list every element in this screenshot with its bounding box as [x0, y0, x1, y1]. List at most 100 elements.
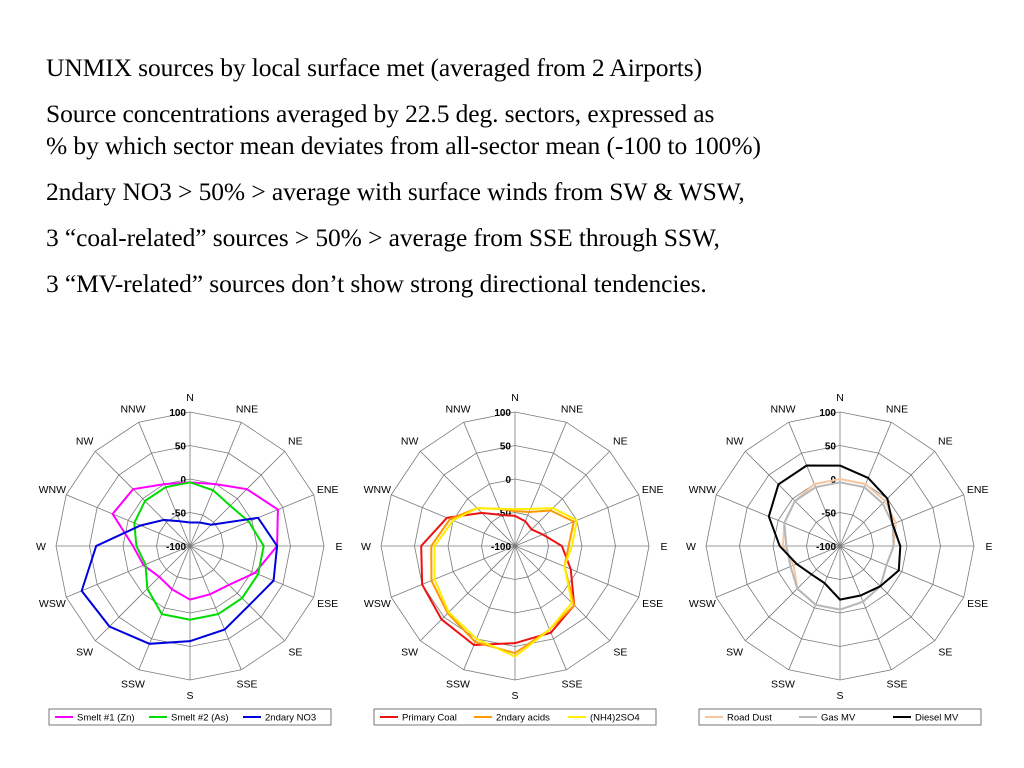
series-line: [783, 481, 895, 611]
radar-svg: N NNE NE ENE E ESE SE SSE S SSW SW WSW W WNW NW NNW 100 5…: [361, 392, 668, 726]
tick-label: 100: [169, 408, 186, 419]
series-line: [433, 507, 579, 658]
legend-box: [48, 708, 332, 726]
direction-label: SW: [76, 646, 93, 658]
legend-label: Smelt #1 (Zn): [77, 713, 135, 724]
direction-label: ENE: [317, 484, 339, 496]
series-line: [767, 464, 902, 601]
direction-label: NW: [726, 436, 744, 448]
grid-spoke: [839, 494, 964, 547]
grid-spoke: [788, 545, 841, 670]
direction-label: NW: [76, 436, 94, 448]
tick-label: -100: [816, 542, 836, 553]
direction-label: SSE: [887, 679, 908, 691]
legend-label: 2ndary acids: [496, 713, 550, 724]
direction-label: SE: [938, 646, 952, 658]
direction-label: SW: [726, 646, 743, 658]
grid-spoke: [514, 450, 611, 547]
grid-spoke: [391, 545, 516, 598]
series-line: [430, 507, 576, 655]
grid-spoke: [189, 450, 286, 547]
text-line-5: 3 “coal-related” sources > 50% > average…: [46, 223, 720, 252]
direction-label: N: [836, 392, 844, 404]
grid-spoke: [514, 422, 567, 547]
grid-spoke: [839, 545, 892, 670]
direction-label: ESE: [317, 598, 338, 610]
direction-label: WSW: [39, 598, 66, 610]
direction-label: WNW: [689, 484, 716, 496]
text-line-1: UNMIX sources by local surface met (aver…: [46, 53, 702, 82]
direction-label: NE: [288, 436, 303, 448]
tick-label: -50: [822, 509, 837, 520]
direction-label: ENE: [642, 484, 664, 496]
tick-label: 50: [500, 442, 512, 453]
tick-label: 100: [494, 408, 511, 419]
tick-label: -50: [497, 509, 512, 520]
legend-box: [698, 708, 982, 726]
direction-label: W: [36, 541, 46, 553]
direction-label: ESE: [642, 598, 663, 610]
tick-label: -100: [491, 542, 511, 553]
grid-spoke: [189, 545, 242, 670]
direction-label: W: [686, 541, 696, 553]
radar-chart-smelter: N NNE NE ENE E ESE SE SSE S SSW SW WSW W WNW NW NNW 100 5…: [20, 386, 360, 731]
grid-spoke: [66, 494, 191, 547]
text-line-3: % by which sector mean deviates from all…: [46, 131, 761, 160]
grid-spoke: [716, 494, 841, 547]
direction-label: NNW: [770, 403, 795, 415]
legend-box: [373, 708, 657, 726]
text-line-4: 2ndary NO3 > 50% > average with surface …: [46, 177, 745, 206]
direction-label: S: [511, 690, 518, 702]
grid-spoke: [744, 450, 841, 547]
text-line-6: 3 “MV-related” sources don’t show strong…: [46, 269, 707, 298]
grid-spoke: [94, 545, 191, 642]
direction-label: N: [511, 392, 519, 404]
direction-label: ESE: [967, 598, 988, 610]
legend-label: Road Dust: [727, 713, 772, 724]
direction-label: E: [660, 541, 667, 553]
direction-label: SSW: [771, 679, 795, 691]
legend-label: Smelt #2 (As): [171, 713, 229, 724]
grid-spoke: [463, 545, 516, 670]
tick-label: 0: [180, 475, 186, 486]
direction-label: W: [361, 541, 371, 553]
direction-label: SW: [401, 646, 418, 658]
direction-label: ENE: [967, 484, 989, 496]
direction-label: SE: [288, 646, 302, 658]
direction-label: E: [335, 541, 342, 553]
grid-spoke: [189, 494, 314, 547]
direction-label: SSE: [237, 679, 258, 691]
tick-label: 100: [819, 408, 836, 419]
grid-spoke: [419, 450, 516, 547]
grid-spoke: [716, 545, 841, 598]
grid-spoke: [189, 545, 286, 642]
direction-label: NNE: [236, 403, 258, 415]
tick-label: -100: [166, 542, 186, 553]
direction-label: WNW: [364, 484, 391, 496]
direction-label: NNE: [561, 403, 583, 415]
direction-label: WSW: [689, 598, 716, 610]
direction-label: N: [186, 392, 194, 404]
legend-label: Gas MV: [821, 713, 856, 724]
tick-label: 0: [505, 475, 511, 486]
description-text: UNMIX sources by local surface met (aver…: [46, 52, 1016, 300]
direction-label: SSW: [121, 679, 145, 691]
direction-label: WNW: [39, 484, 66, 496]
legend-label: (NH4)2SO4: [590, 713, 640, 724]
grid-spoke: [419, 545, 516, 642]
direction-label: SSW: [446, 679, 470, 691]
grid-spoke: [839, 545, 964, 598]
series-line: [133, 481, 265, 621]
direction-label: E: [985, 541, 992, 553]
tick-label: 50: [825, 442, 837, 453]
direction-label: S: [836, 690, 843, 702]
grid-spoke: [744, 545, 841, 642]
legend-label: Primary Coal: [402, 713, 457, 724]
text-line-2: Source concentrations averaged by 22.5 d…: [46, 99, 715, 128]
radar-svg: N NNE NE ENE E ESE SE SSE S SSW SW WSW W WNW NW NNW 100 5…: [36, 392, 343, 726]
series-line: [80, 516, 279, 645]
radar-svg: N NNE NE ENE E ESE SE SSE S SSW SW WSW W WNW NW NNW 100 5…: [686, 392, 993, 726]
grid-spoke: [138, 545, 191, 670]
radar-chart-coal: N NNE NE ENE E ESE SE SSE S SSW SW WSW W WNW NW NNW 100 5…: [345, 386, 685, 731]
legend-label: Diesel MV: [915, 713, 959, 724]
